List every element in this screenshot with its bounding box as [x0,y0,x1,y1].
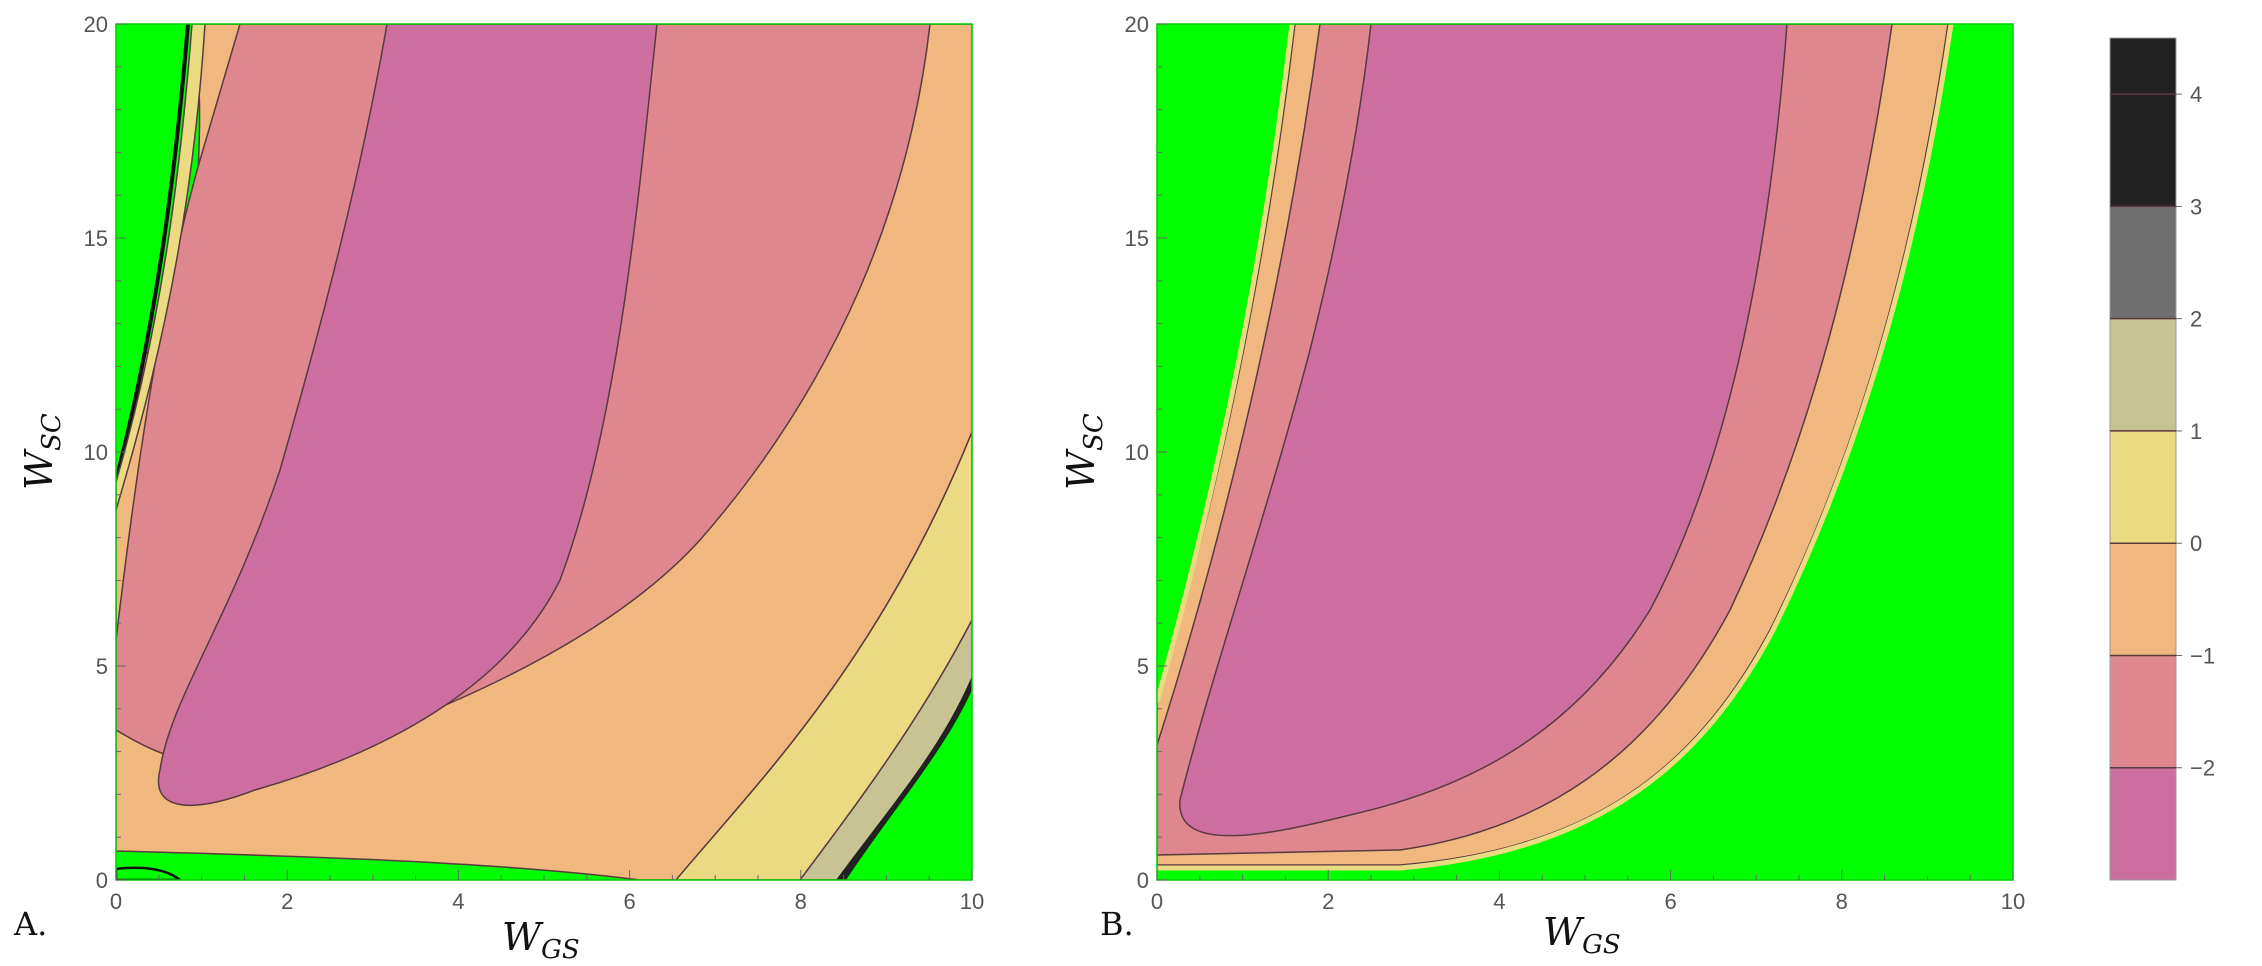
colorbar-band [2110,318,2176,431]
colorbar-tick-label: 4 [2190,82,2202,107]
colorbar-band [2110,206,2176,319]
colorbar-band [2110,767,2176,880]
panel-b-boundary-right [1157,24,1954,871]
panel-a: 0 2 4 6 8 10 0 5 10 15 20 WGS WSC A. [13,12,984,965]
panel-b-y-tick-label: 10 [1125,440,1149,465]
panel-a-label: A. [13,905,47,943]
panel-a-y-tick-label: 15 [84,226,108,251]
panel-a-region-lt-m2 [157,24,658,806]
panel-b-xlabel: WGS [1543,910,1621,960]
colorbar-frame [2109,37,2177,881]
panel-a-x-tick-label: 8 [795,889,807,914]
colorbar-tick-label: 0 [2190,531,2202,556]
panel-a-region-left-dark [116,24,190,481]
panel-a-ylabel: WSC [17,413,67,490]
panel-a-x-tick-label: 10 [960,889,984,914]
colorbar: 4 3 2 1 0 −1 −2 [2109,37,2215,881]
panel-b-x-tick-label: 6 [1664,889,1676,914]
panel-a-x-tick-label: 6 [623,889,635,914]
panel-a-y-tick-label: 10 [84,440,108,465]
panel-b: 0 2 4 6 8 10 0 5 10 15 20 WGS WSC B. [1059,12,2025,960]
colorbar-band [2110,655,2176,768]
panel-b-x-tick-label: 2 [1322,889,1334,914]
panel-b-boundary-left [1157,24,1295,703]
panel-a-xlabel: WGS [502,915,580,965]
panel-a-x-tick-label: 0 [110,889,122,914]
panel-a-x-tick-label: 4 [452,889,464,914]
panel-a-y-tick-label: 0 [96,868,108,893]
colorbar-tick-label: −1 [2190,643,2215,668]
panel-a-y-tick-label: 5 [96,654,108,679]
colorbar-tick-label: 3 [2190,194,2202,219]
panel-b-x-tick-label: 0 [1151,889,1163,914]
colorbar-band [2110,38,2176,207]
panel-b-label: B. [1100,905,1134,943]
panel-b-ticks: 0 2 4 6 8 10 0 5 10 15 20 [1125,12,2026,914]
panel-b-plot [1157,24,2013,880]
panel-a-region-left-green [116,24,188,480]
panel-b-y-tick-label: 15 [1125,226,1149,251]
panel-b-region-lt-m2 [1179,24,1788,837]
colorbar-tick-label: −2 [2190,756,2215,781]
panel-b-x-tick-label: 8 [1836,889,1848,914]
panel-b-y-tick-label: 20 [1125,12,1149,37]
panel-a-ticks: 0 2 4 6 8 10 0 5 10 15 20 [84,12,985,914]
panel-a-x-tick-label: 2 [281,889,293,914]
colorbar-band [2110,430,2176,544]
panel-b-x-tick-label: 10 [2001,889,2025,914]
panel-a-plot [116,24,972,880]
panel-b-y-tick-label: 0 [1137,868,1149,893]
colorbar-tick-label: 1 [2190,419,2202,444]
panel-a-y-tick-label: 20 [84,12,108,37]
colorbar-band [2110,543,2176,656]
panel-b-y-tick-label: 5 [1137,654,1149,679]
colorbar-tick-label: 2 [2190,307,2202,332]
panel-b-x-tick-label: 4 [1493,889,1505,914]
panel-b-ylabel: WSC [1059,413,1109,490]
